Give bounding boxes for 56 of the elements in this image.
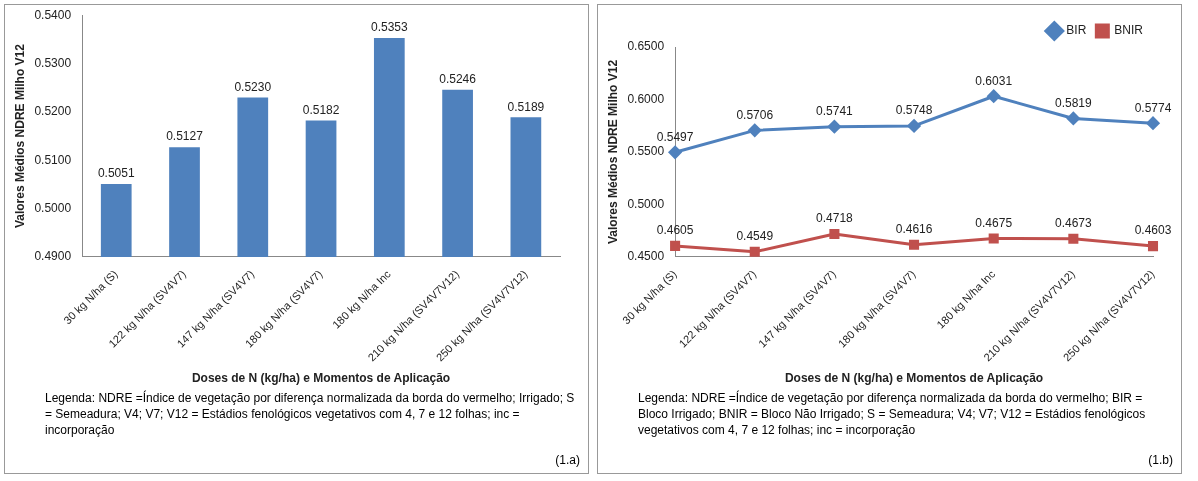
- y-tick-label: 0.5500: [627, 144, 665, 159]
- text: Legenda: NDRE =Índice de vegetação por diferença normalizada da borda do vermelho; Irrigado; S = Semeadura; V4; V7; V12 = Estádios fenológicos vegetativos com 4, 7 e 12 folhas; inc = incorporação: [44, 390, 576, 438]
- y-tick-label: 0.4500: [627, 249, 665, 264]
- y-tick-label: 0.5200: [34, 104, 72, 119]
- data-label: 0.5051: [97, 166, 135, 181]
- data-label: 0.5127: [166, 129, 204, 144]
- text: Legenda: NDRE =Índice de vegetação por diferença normalizada da borda do vermelho; BIR = Bloco Irrigado; BNIR = Bloco Não Irrigado; S = Semeadura; V4; V7; V12 = Estádios fenológicos vegetativos com 4, 7 e 12 folhas; inc = incorporação: [637, 390, 1147, 438]
- point: [1147, 241, 1159, 252]
- data-label: 0.5819: [1055, 95, 1093, 110]
- data-label: 0.6031: [975, 73, 1013, 88]
- point: [668, 145, 682, 159]
- data-label: 0.5741: [816, 103, 854, 118]
- data-label: 0.5774: [1134, 100, 1172, 115]
- y-tick-label: 0.4900: [34, 249, 72, 264]
- text: (1.b): [1148, 453, 1173, 467]
- data-label: 0.4675: [975, 215, 1013, 230]
- data-label: 0.5497: [656, 129, 694, 144]
- data-label: 0.5189: [507, 99, 545, 114]
- point: [748, 123, 762, 137]
- x-axis-title: Doses de N (kg/ha) e Momentos de Aplicação: [784, 371, 1044, 386]
- text: (1.a): [555, 453, 580, 467]
- y-tick-label: 0.5300: [34, 55, 72, 70]
- y-tick-label: 0.6500: [627, 39, 665, 54]
- data-label: 0.4718: [816, 211, 854, 226]
- data-label: 0.5246: [439, 71, 477, 86]
- y-tick-label: 0.6000: [627, 91, 665, 106]
- point: [1066, 111, 1080, 125]
- data-label: 0.4549: [736, 229, 774, 244]
- data-label: 0.5230: [234, 79, 272, 94]
- data-label: 0.5353: [370, 20, 408, 35]
- point: [909, 239, 920, 250]
- point: [749, 246, 760, 257]
- point: [907, 119, 921, 133]
- point: [827, 120, 841, 134]
- y-tick-label: 0.5100: [34, 152, 72, 167]
- data-label: 0.4605: [656, 223, 694, 238]
- data-label: 0.4616: [895, 222, 933, 237]
- point: [1146, 116, 1160, 130]
- point: [1068, 233, 1079, 244]
- y-tick-label: 0.5000: [34, 200, 72, 215]
- legend-label: BNIR: [1114, 23, 1144, 38]
- data-label: 0.5748: [895, 103, 933, 118]
- point: [987, 89, 1001, 103]
- x-axis-title: Doses de N (kg/ha) e Momentos de Aplicação: [191, 371, 451, 386]
- point: [988, 233, 999, 244]
- y-axis-title: Valores Médios NDRE Milho V12: [12, 43, 27, 229]
- point: [670, 240, 681, 251]
- point: [829, 229, 840, 240]
- data-label: 0.4673: [1055, 216, 1093, 231]
- legend-label: BIR: [1066, 23, 1087, 38]
- y-axis-title: Valores Médios NDRE Milho V12: [605, 59, 620, 244]
- data-label: 0.5706: [736, 107, 774, 122]
- y-tick-label: 0.5000: [627, 196, 665, 211]
- data-label: 0.5182: [302, 102, 340, 117]
- y-tick-label: 0.5400: [34, 7, 72, 22]
- data-label: 0.4603: [1134, 223, 1172, 238]
